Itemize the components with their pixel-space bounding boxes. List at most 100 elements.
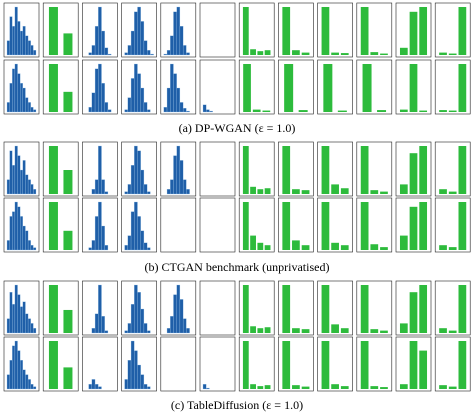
bar [321, 146, 330, 194]
bar [377, 110, 387, 112]
histogram-bar [166, 328, 171, 334]
histogram-bar [25, 313, 29, 334]
histogram-bar [20, 306, 23, 334]
histogram-bar [17, 350, 21, 390]
histogram-bar [170, 35, 174, 56]
histogram-bar [91, 92, 96, 113]
bar [63, 309, 73, 333]
histogram-bar [20, 30, 23, 56]
bar [264, 385, 271, 389]
histogram-bar [27, 102, 31, 113]
bar [370, 52, 379, 55]
histogram-bar [176, 6, 181, 56]
bar [448, 386, 457, 389]
bar [399, 384, 408, 389]
histogram-bar [101, 30, 105, 56]
histogram-bar [25, 97, 29, 113]
bar [360, 7, 369, 55]
histogram-bar [9, 16, 13, 56]
bar [439, 52, 447, 55]
histogram-bar [134, 145, 138, 195]
histogram-bar [98, 145, 102, 195]
histogram-bar [14, 6, 18, 56]
histogram-bar [91, 189, 96, 195]
histogram-bar [176, 284, 181, 334]
subplot-frame [278, 59, 314, 115]
bar [380, 247, 388, 250]
histogram-bar [12, 211, 16, 251]
bar [242, 146, 249, 194]
histogram-bar [91, 240, 96, 251]
histogram-bar [140, 21, 145, 56]
histogram-bar [206, 387, 210, 390]
histogram-bar [147, 50, 151, 56]
histogram-bar [143, 323, 148, 334]
histogram-bar [101, 83, 105, 113]
histogram-bar [14, 284, 18, 334]
bar [252, 109, 261, 112]
subplot-frame [356, 280, 393, 336]
subplot-frame [82, 2, 118, 58]
histogram-bar [124, 191, 128, 195]
histogram-bar [91, 45, 96, 56]
histogram-bar [88, 247, 92, 251]
bar [458, 341, 467, 389]
subplot-frame [3, 141, 40, 197]
bar [409, 292, 418, 333]
histogram-bar [98, 284, 102, 334]
histogram-bar [140, 169, 145, 195]
histogram-bar [14, 340, 18, 390]
histogram-bar [101, 179, 105, 195]
bar [321, 202, 330, 250]
bar [243, 64, 251, 112]
bar [250, 384, 256, 389]
bar [242, 202, 249, 250]
histogram-bar [14, 145, 18, 195]
histogram-bar [22, 369, 26, 390]
bar [250, 235, 256, 250]
histogram-bar [27, 179, 31, 195]
histogram-bar [124, 109, 128, 113]
bar [370, 329, 379, 333]
histogram-bar [137, 292, 141, 334]
histogram-bar [140, 374, 145, 390]
bar [292, 189, 300, 194]
histogram-bar [166, 189, 171, 195]
histogram-bar [6, 318, 10, 334]
histogram-bar [143, 102, 148, 113]
histogram-bar [20, 216, 23, 251]
bar [370, 386, 379, 389]
bar [48, 285, 58, 333]
bar [409, 64, 418, 112]
bar [448, 330, 457, 333]
histogram-bar [124, 330, 128, 334]
histogram-bar [25, 35, 29, 56]
histogram-bar [98, 201, 102, 251]
histogram-bar [14, 63, 18, 113]
bar [257, 328, 264, 333]
bar [331, 384, 339, 389]
subplot-frame [395, 280, 432, 336]
histogram-bar [134, 63, 138, 113]
bar [63, 170, 73, 194]
bar [301, 190, 310, 194]
histogram-bar [6, 40, 10, 56]
subplot-frame [3, 336, 40, 392]
bar [380, 387, 388, 389]
histogram-bar [12, 345, 16, 390]
histogram-bar [127, 360, 132, 390]
histogram-bar [186, 189, 190, 195]
bar [448, 247, 457, 250]
histogram-bar [33, 189, 37, 195]
histogram-bar [130, 211, 135, 251]
histogram-bar [166, 87, 171, 113]
histogram-bar [134, 350, 138, 390]
histogram-bar [20, 83, 23, 113]
histogram-bar [12, 68, 16, 113]
bar [48, 341, 58, 389]
bar [409, 11, 418, 56]
histogram-bar [107, 53, 112, 56]
histogram-bar [94, 216, 99, 251]
bar [262, 110, 271, 112]
histogram-bar [186, 328, 190, 334]
